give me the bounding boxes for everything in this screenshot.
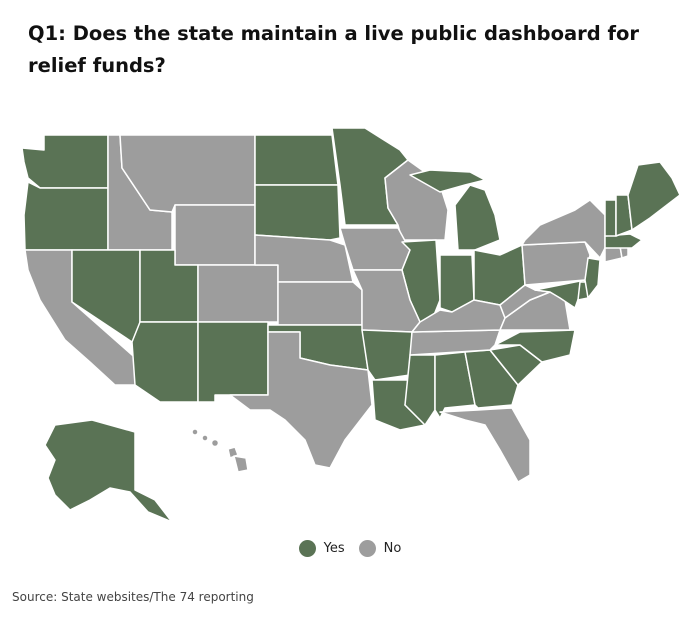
no-swatch — [358, 539, 376, 557]
chart-title: Q1: Does the state maintain a live publi… — [28, 22, 639, 77]
legend-item-no: No — [358, 539, 402, 557]
legend-label-no: No — [383, 540, 402, 556]
state-ks[interactable] — [277, 281, 363, 326]
state-nc[interactable] — [494, 329, 576, 363]
state-me[interactable] — [627, 161, 681, 231]
legend: Yes No — [0, 536, 700, 560]
yes-swatch — [298, 539, 316, 557]
state-ia[interactable] — [339, 227, 411, 271]
state-az[interactable] — [131, 321, 199, 403]
state-ak[interactable] — [44, 419, 173, 523]
state-ar[interactable] — [361, 329, 413, 381]
state-tx[interactable] — [229, 331, 373, 469]
state-nm[interactable] — [197, 321, 269, 403]
state-ma[interactable] — [604, 233, 643, 249]
state-fl[interactable] — [439, 407, 531, 483]
state-pa[interactable] — [521, 241, 591, 286]
state-sd[interactable] — [254, 184, 341, 241]
state-nj[interactable] — [584, 257, 601, 299]
state-ms[interactable] — [404, 354, 436, 426]
state-md[interactable] — [534, 279, 586, 309]
state-wa[interactable] — [21, 134, 109, 189]
state-vt[interactable] — [604, 199, 617, 237]
state-wy[interactable] — [174, 204, 256, 266]
state-co[interactable] — [197, 264, 279, 323]
legend-label-yes: Yes — [323, 540, 345, 556]
legend-item-yes: Yes — [298, 539, 345, 557]
state-hi[interactable] — [191, 428, 249, 473]
source-note: Source: State websites/The 74 reporting — [12, 590, 254, 604]
state-mi-upper[interactable] — [409, 169, 486, 193]
state-or[interactable] — [23, 181, 109, 251]
state-mi[interactable] — [454, 184, 501, 251]
state-nd[interactable] — [254, 134, 339, 186]
